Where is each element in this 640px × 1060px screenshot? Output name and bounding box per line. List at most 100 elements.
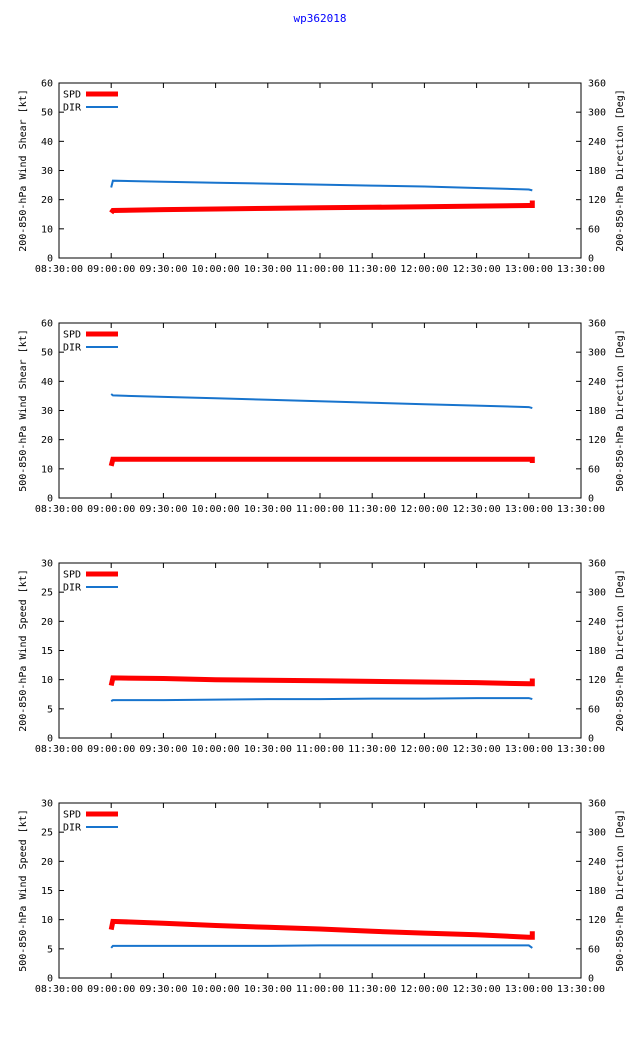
y2-tick-label: 60 — [588, 704, 600, 715]
chart-panel-2: 0 10 20 30 40 50 60 0 60 120 180 240 300 360 08:30:00 0… — [18, 319, 626, 516]
x-tick-label: 13:00:00 — [505, 984, 553, 995]
y2-tick-label: 120 — [588, 195, 606, 206]
y2-axis-label: 200-850-hPa Direction [Deg] — [615, 89, 626, 252]
x-tick-label: 11:00:00 — [296, 264, 344, 275]
y2-tick-label: 360 — [588, 799, 606, 810]
x-tick-label: 09:00:00 — [87, 744, 135, 755]
y2-tick-label: 300 — [588, 348, 606, 359]
y-axis-label: 200-850-hPa Wind Shear [kt] — [18, 89, 29, 252]
x-tick-label: 13:00:00 — [505, 744, 553, 755]
series-line-dir — [110, 697, 533, 702]
y2-tick-label: 180 — [588, 166, 606, 177]
series-line-dir — [110, 944, 533, 949]
y2-tick-label: 120 — [588, 675, 606, 686]
x-tick-label: 12:30:00 — [453, 504, 501, 515]
legend-label-dir: DIR — [63, 103, 82, 114]
x-tick-label: 09:00:00 — [87, 984, 135, 995]
y2-tick-label: 0 — [588, 974, 594, 985]
x-tick-label: 12:00:00 — [400, 504, 448, 515]
y2-tick-label: 300 — [588, 108, 606, 119]
x-tick-label: 12:30:00 — [453, 984, 501, 995]
plot-frame — [58, 322, 582, 499]
y2-axis-label: 500-850-hPa Direction [Deg] — [615, 329, 626, 492]
x-tick-label: 12:30:00 — [453, 264, 501, 275]
x-tick-label: 13:00:00 — [505, 264, 553, 275]
legend-label-spd: SPD — [63, 90, 81, 101]
y-tick-label: 40 — [41, 377, 53, 388]
y2-tick-label: 0 — [588, 254, 594, 265]
series-line-dir — [110, 179, 533, 192]
x-tick-label: 13:30:00 — [557, 504, 605, 515]
x-tick-label: 09:30:00 — [139, 264, 187, 275]
x-tick-label: 09:30:00 — [139, 744, 187, 755]
x-tick-label: 11:00:00 — [296, 984, 344, 995]
y-tick-label: 15 — [41, 886, 53, 897]
y-tick-label: 20 — [41, 617, 53, 628]
plot-frame — [58, 802, 582, 979]
y-axis-label: 200-850-hPa Wind Speed [kt] — [18, 569, 29, 732]
y-tick-label: 50 — [41, 108, 53, 119]
series-line-dir — [110, 393, 533, 410]
y-tick-label: 10 — [41, 224, 53, 235]
y-tick-label: 30 — [41, 799, 53, 810]
chart-panel-1: 0 10 20 30 40 50 60 0 60 120 180 240 300 360 08:30:00 0… — [18, 79, 626, 276]
x-tick-label: 12:30:00 — [453, 744, 501, 755]
y2-tick-label: 240 — [588, 857, 606, 868]
y-axis-label: 500-850-hPa Wind Speed [kt] — [18, 809, 29, 972]
x-tick-label: 09:30:00 — [139, 984, 187, 995]
y2-tick-label: 60 — [588, 224, 600, 235]
series-line-spd — [108, 675, 535, 687]
y2-axis-label: 200-850-hPa Direction [Deg] — [615, 569, 626, 732]
x-tick-label: 09:00:00 — [87, 504, 135, 515]
x-tick-label: 11:00:00 — [296, 744, 344, 755]
y2-tick-label: 300 — [588, 828, 606, 839]
legend-label-dir: DIR — [63, 823, 82, 834]
plot-frame — [58, 82, 582, 259]
y2-tick-label: 180 — [588, 886, 606, 897]
legend-label-dir: DIR — [63, 583, 82, 594]
x-tick-label: 11:30:00 — [348, 264, 396, 275]
y-tick-label: 5 — [47, 704, 53, 715]
y2-tick-label: 300 — [588, 588, 606, 599]
y-axis-label: 500-850-hPa Wind Shear [kt] — [18, 329, 29, 492]
y2-tick-label: 360 — [588, 79, 606, 90]
x-tick-label: 12:00:00 — [400, 744, 448, 755]
plot-frame — [58, 562, 582, 739]
x-tick-label: 08:30:00 — [35, 264, 83, 275]
series-line-spd — [108, 456, 535, 467]
y-tick-label: 40 — [41, 137, 53, 148]
y2-tick-label: 120 — [588, 915, 606, 926]
legend-label-dir: DIR — [63, 343, 82, 354]
x-tick-label: 09:00:00 — [87, 264, 135, 275]
y-tick-label: 0 — [47, 494, 53, 505]
x-tick-label: 10:00:00 — [192, 744, 240, 755]
series-line-spd — [108, 918, 535, 940]
y2-tick-label: 240 — [588, 137, 606, 148]
x-tick-label: 13:30:00 — [557, 264, 605, 275]
y2-tick-label: 240 — [588, 377, 606, 388]
y-tick-label: 50 — [41, 348, 53, 359]
y-tick-label: 60 — [41, 319, 53, 330]
y-tick-label: 10 — [41, 464, 53, 475]
x-tick-label: 10:00:00 — [192, 504, 240, 515]
y2-tick-label: 180 — [588, 406, 606, 417]
x-tick-label: 11:30:00 — [348, 744, 396, 755]
y-tick-label: 30 — [41, 406, 53, 417]
y-tick-label: 30 — [41, 166, 53, 177]
legend-label-spd: SPD — [63, 330, 81, 341]
y-tick-label: 20 — [41, 857, 53, 868]
x-tick-label: 11:30:00 — [348, 504, 396, 515]
x-tick-label: 10:00:00 — [192, 984, 240, 995]
y2-tick-label: 120 — [588, 435, 606, 446]
x-tick-label: 10:30:00 — [244, 744, 292, 755]
y-tick-label: 30 — [41, 559, 53, 570]
x-tick-label: 13:30:00 — [557, 744, 605, 755]
x-tick-label: 08:30:00 — [35, 984, 83, 995]
y2-tick-label: 180 — [588, 646, 606, 657]
x-tick-label: 13:00:00 — [505, 504, 553, 515]
y2-axis-label: 500-850-hPa Direction [Deg] — [615, 809, 626, 972]
y-tick-label: 5 — [47, 944, 53, 955]
